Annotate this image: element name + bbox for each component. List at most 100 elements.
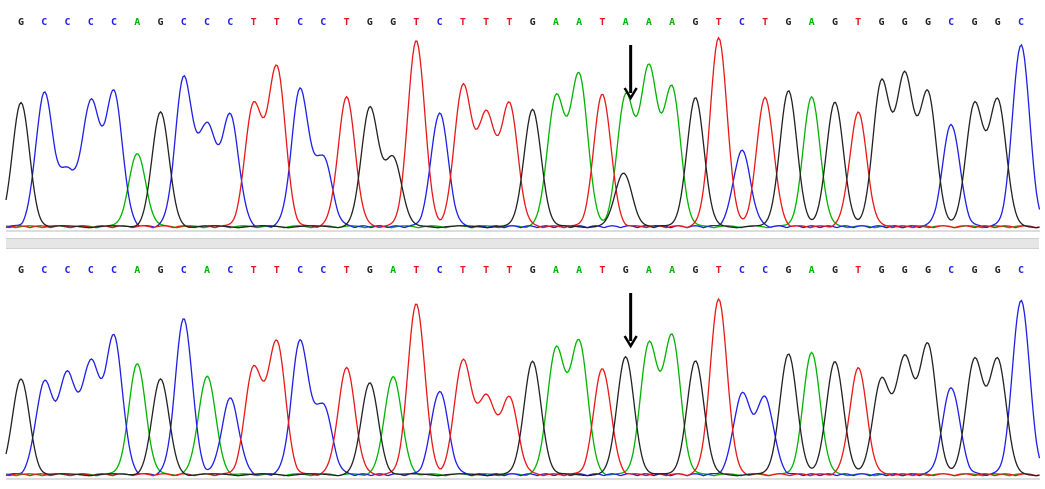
base-call-28: A [646, 17, 652, 28]
base-call-41: C [948, 265, 954, 276]
base-call-1: G [18, 17, 24, 28]
base-call-10: C [227, 17, 233, 28]
base-call-23: G [530, 265, 536, 276]
base-call-31: T [716, 265, 722, 276]
down-arrow-icon [623, 45, 638, 101]
base-call-5: C [111, 265, 117, 276]
base-call-23: G [530, 17, 536, 28]
base-call-41: C [948, 17, 954, 28]
base-call-14: C [320, 265, 326, 276]
base-call-36: G [832, 17, 838, 28]
base-call-43: G [995, 17, 1001, 28]
base-call-10: C [227, 265, 233, 276]
base-call-14: C [320, 17, 326, 28]
base-call-33: C [762, 265, 768, 276]
base-call-26: T [599, 265, 605, 276]
base-call-15: T [344, 265, 350, 276]
base-call-13: C [297, 265, 303, 276]
base-call-6: A [134, 17, 140, 28]
base-call-32: C [739, 17, 745, 28]
base-call-16: G [367, 17, 373, 28]
base-call-16: G [367, 265, 373, 276]
base-call-21: T [483, 17, 489, 28]
base-call-35: A [809, 265, 815, 276]
base-call-9: A [204, 265, 210, 276]
base-call-24: A [553, 17, 559, 28]
base-call-7: G [157, 265, 163, 276]
base-call-2: C [41, 17, 47, 28]
base-call-20: T [460, 265, 466, 276]
panel-divider [6, 238, 1039, 249]
base-call-13: C [297, 17, 303, 28]
base-call-30: G [692, 265, 698, 276]
base-call-9: C [204, 17, 210, 28]
base-call-39: G [902, 17, 908, 28]
base-call-22: T [506, 265, 512, 276]
base-call-17: A [390, 265, 396, 276]
trace-c [5, 43, 1041, 229]
base-call-25: A [576, 265, 582, 276]
base-call-19: C [437, 265, 443, 276]
trace-t [5, 36, 1040, 229]
base-call-17: G [390, 17, 396, 28]
base-call-30: G [692, 17, 698, 28]
base-call-26: T [599, 17, 605, 28]
base-call-3: C [64, 17, 70, 28]
base-call-34: G [785, 265, 791, 276]
base-call-36: G [832, 265, 838, 276]
base-call-1: G [18, 265, 24, 276]
base-call-43: G [995, 265, 1001, 276]
trace-c [5, 299, 1041, 477]
base-call-18: T [413, 17, 419, 28]
base-call-4: C [88, 17, 94, 28]
base-call-33: T [762, 17, 768, 28]
base-call-5: C [111, 17, 117, 28]
trace-a [5, 63, 1040, 229]
base-call-28: A [646, 265, 652, 276]
base-call-24: A [553, 265, 559, 276]
base-call-29: A [669, 265, 675, 276]
trace-g [5, 70, 1040, 229]
base-call-15: T [344, 17, 350, 28]
base-call-37: T [855, 265, 861, 276]
base-call-44: C [1018, 17, 1024, 28]
base-call-12: T [274, 17, 280, 28]
base-call-22: T [506, 17, 512, 28]
base-call-8: C [181, 17, 187, 28]
base-call-35: A [809, 17, 815, 28]
base-call-37: T [855, 17, 861, 28]
base-call-39: G [902, 265, 908, 276]
base-call-7: G [157, 17, 163, 28]
base-call-21: T [483, 265, 489, 276]
base-call-34: G [785, 17, 791, 28]
base-call-44: C [1018, 265, 1024, 276]
base-call-31: T [716, 17, 722, 28]
base-call-4: C [88, 265, 94, 276]
base-call-25: A [576, 17, 582, 28]
base-call-20: T [460, 17, 466, 28]
base-call-27: A [623, 17, 629, 28]
base-call-11: T [251, 17, 257, 28]
base-call-42: G [971, 17, 977, 28]
trace-t [5, 297, 1040, 477]
trace-g [5, 341, 1040, 477]
base-call-27: G [623, 265, 629, 276]
base-call-3: C [64, 265, 70, 276]
base-call-32: C [739, 265, 745, 276]
base-call-38: G [878, 17, 884, 28]
base-call-29: A [669, 17, 675, 28]
base-call-19: C [437, 17, 443, 28]
base-call-11: T [251, 265, 257, 276]
base-call-8: C [181, 265, 187, 276]
down-arrow-icon [623, 293, 638, 349]
base-call-18: T [413, 265, 419, 276]
base-call-2: C [41, 265, 47, 276]
base-call-6: A [134, 265, 140, 276]
base-call-40: G [925, 17, 931, 28]
base-call-42: G [971, 265, 977, 276]
base-call-38: G [878, 265, 884, 276]
